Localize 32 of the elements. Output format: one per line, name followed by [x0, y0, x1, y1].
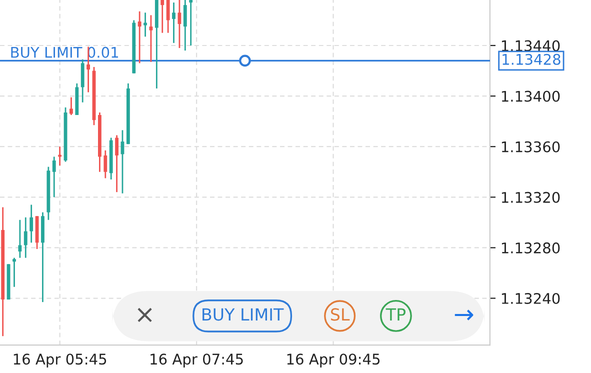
candlestick [160, 0, 164, 34]
candlestick [70, 96, 73, 116]
annotation: BUY LIMIT [202, 308, 284, 321]
y-tick-label: 1.13280 [502, 242, 560, 254]
y-tick-label: 1.13400 [502, 90, 560, 102]
annotation: × [138, 308, 152, 322]
x-tick-label: 16 Apr 09:45 [287, 354, 380, 368]
x-tick-label: 16 Apr 07:45 [150, 354, 243, 368]
candlestick [172, 2, 176, 44]
candlestick [104, 150, 108, 179]
candlestick [138, 10, 142, 64]
y-tick-label: 1.13440 [502, 40, 560, 52]
candlestick [144, 12, 147, 38]
candlestick [12, 257, 16, 288]
text: 1.13428 [502, 54, 560, 65]
candlestick [30, 204, 34, 244]
candlestick [178, 0, 182, 49]
annotation: SL [330, 308, 350, 321]
candlestick [166, 0, 170, 34]
candlestick [52, 156, 56, 198]
candlestick [149, 14, 153, 63]
y-tick-label: 1.13320 [502, 192, 560, 203]
candlestick [24, 216, 28, 259]
annotation: → [454, 310, 474, 320]
candlestick [183, 0, 187, 52]
candlestick [115, 134, 118, 193]
y-tick-label: 1.13360 [502, 141, 560, 152]
annotation: TP [386, 308, 406, 321]
y-tick-label: 1.13240 [502, 292, 560, 304]
x-tick-label: 16 Apr 05:45 [14, 354, 106, 368]
candlestick [189, 0, 193, 46]
candlestick [18, 219, 22, 259]
